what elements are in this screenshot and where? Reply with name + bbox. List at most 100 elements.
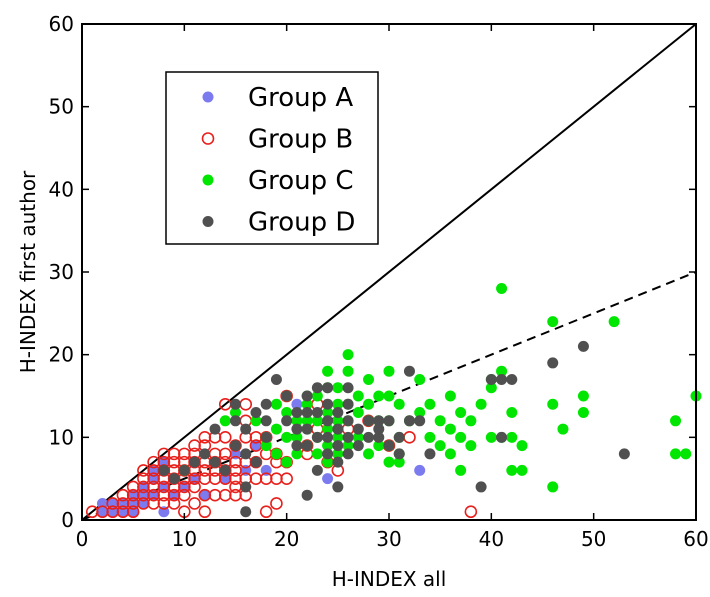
point-group-d: [311, 431, 323, 443]
point-group-c: [475, 398, 487, 410]
point-group-d: [403, 365, 415, 377]
x-tick-label: 30: [376, 527, 401, 551]
legend-marker-group-d: [202, 216, 214, 227]
point-group-b: [280, 472, 293, 485]
point-group-d: [332, 440, 344, 452]
point-group-c: [352, 407, 364, 419]
point-group-c: [301, 415, 313, 427]
point-group-a: [291, 398, 303, 410]
point-group-c: [342, 440, 354, 452]
point-group-d: [240, 448, 252, 460]
x-tick-label: 50: [581, 527, 606, 551]
point-group-b: [198, 431, 212, 444]
point-group-c: [455, 407, 467, 419]
point-group-b: [259, 505, 273, 519]
legend-label-group-c: Group C: [248, 166, 354, 196]
point-group-d: [219, 464, 231, 476]
point-group-d: [189, 456, 201, 468]
point-group-d: [332, 407, 344, 419]
point-group-c: [670, 415, 682, 427]
legend-label-group-a: Group A: [248, 83, 353, 113]
point-group-c: [291, 431, 303, 443]
point-group-c: [260, 440, 272, 452]
y-tick-label: 0: [61, 508, 74, 532]
y-axis-label: H-INDEX first author: [16, 170, 40, 373]
point-group-d: [281, 415, 293, 427]
point-group-c: [270, 423, 282, 435]
point-group-c: [608, 316, 620, 328]
point-group-b: [464, 505, 478, 519]
legend-label-group-b: Group B: [248, 125, 353, 155]
y-tick-label: 50: [49, 95, 74, 119]
point-group-c: [322, 365, 334, 377]
point-group-d: [332, 481, 344, 493]
point-group-d: [342, 448, 354, 460]
point-group-c: [291, 448, 303, 460]
point-group-c: [332, 448, 344, 460]
legend: Group A Group B Group C Group D: [165, 71, 379, 245]
point-group-d: [311, 464, 323, 476]
point-group-d: [403, 415, 415, 427]
point-group-c: [414, 373, 426, 385]
point-group-c: [680, 448, 692, 460]
point-group-b: [218, 431, 232, 444]
point-group-d: [301, 489, 313, 501]
point-group-d: [301, 440, 313, 452]
y-tick-label: 40: [49, 177, 74, 201]
point-group-c: [311, 415, 323, 427]
point-group-c: [444, 448, 456, 460]
point-group-c: [506, 407, 518, 419]
point-group-b: [218, 447, 232, 461]
y-tick-label: 30: [49, 260, 74, 284]
y-tick-label: 20: [49, 343, 74, 367]
x-tick-label: 0: [76, 527, 89, 551]
point-group-d: [250, 456, 262, 468]
point-group-c: [424, 431, 436, 443]
point-group-d: [322, 382, 334, 394]
point-group-b: [188, 497, 201, 510]
point-group-b: [167, 497, 181, 510]
point-group-c: [465, 440, 477, 452]
point-group-c: [455, 431, 467, 443]
point-group-d: [291, 423, 303, 435]
point-group-c: [516, 464, 528, 476]
point-group-a: [322, 473, 334, 485]
point-group-c: [506, 431, 518, 443]
point-group-b: [198, 505, 212, 519]
point-group-d: [168, 473, 180, 485]
point-group-b: [218, 488, 232, 502]
point-group-a: [414, 464, 426, 476]
point-group-c: [547, 481, 559, 493]
point-group-b: [403, 431, 416, 444]
point-group-d: [322, 431, 334, 443]
point-group-b: [239, 397, 253, 411]
point-group-c: [281, 431, 293, 443]
point-group-d: [178, 464, 190, 476]
point-group-c: [434, 415, 446, 427]
point-group-c: [577, 407, 589, 419]
point-group-c: [557, 423, 569, 435]
point-group-c: [516, 440, 528, 452]
reference-line-solid: [81, 23, 697, 521]
point-group-d: [209, 456, 221, 468]
point-group-b: [167, 447, 181, 461]
point-group-d: [301, 407, 313, 419]
point-group-c: [373, 390, 385, 402]
point-group-b: [208, 488, 222, 502]
point-group-d: [311, 407, 323, 419]
x-tick-label: 60: [683, 527, 708, 551]
point-group-c: [393, 456, 405, 468]
point-group-c: [363, 373, 375, 385]
point-group-d: [322, 415, 334, 427]
point-group-d: [199, 448, 211, 460]
point-group-c: [281, 456, 293, 468]
legend-label-group-d: Group D: [248, 208, 355, 238]
point-group-c: [670, 448, 682, 460]
point-group-d: [496, 431, 508, 443]
point-group-d: [577, 340, 589, 352]
point-group-d: [373, 415, 385, 427]
point-group-d: [393, 431, 405, 443]
point-group-c: [414, 407, 426, 419]
point-group-d: [363, 431, 375, 443]
legend-box: [165, 71, 379, 245]
